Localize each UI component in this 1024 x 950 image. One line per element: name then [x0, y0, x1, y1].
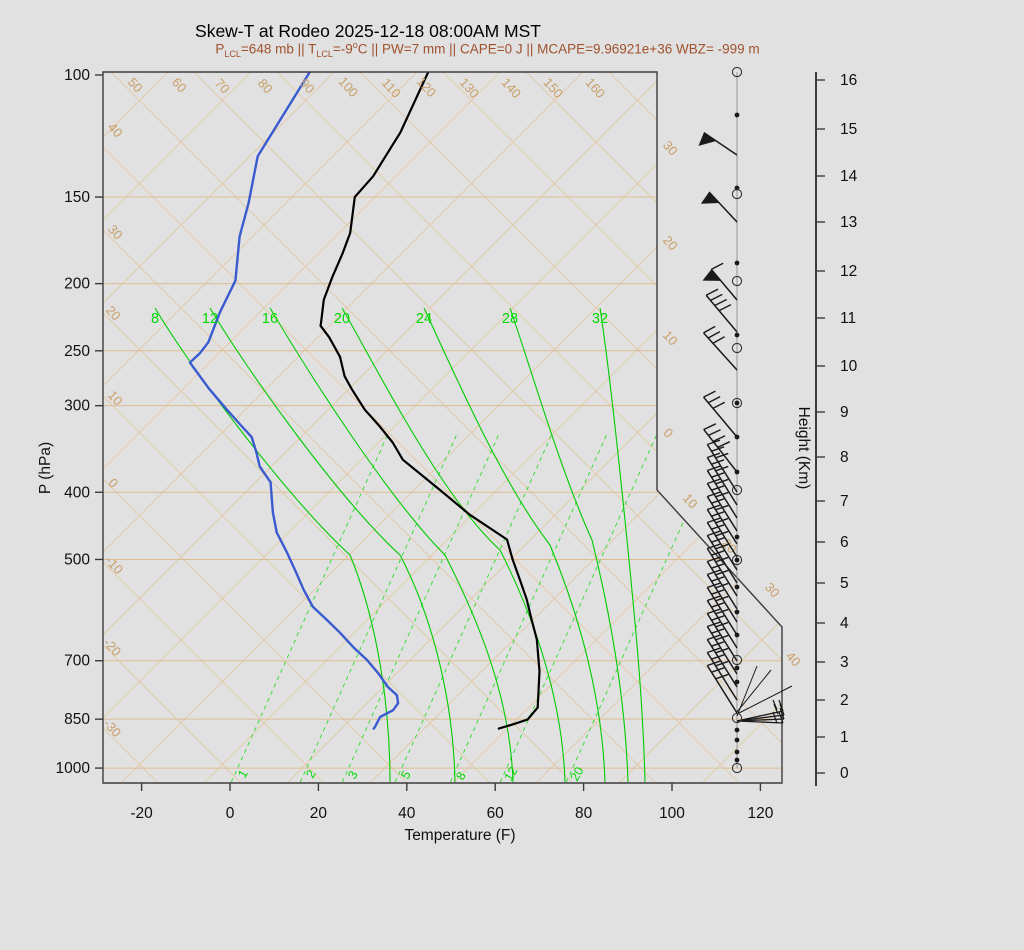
svg-text:20: 20: [310, 805, 328, 822]
svg-text:8: 8: [840, 449, 849, 466]
svg-text:30: 30: [105, 222, 126, 243]
subtitle-lcl-sub2: LCL: [316, 49, 333, 60]
svg-text:30: 30: [762, 580, 783, 601]
svg-text:12: 12: [501, 764, 520, 783]
svg-text:400: 400: [64, 484, 90, 501]
svg-text:24: 24: [416, 311, 432, 327]
svg-text:850: 850: [64, 711, 90, 728]
svg-text:-20: -20: [130, 805, 153, 822]
subtitle-mid1: =648 mb || T: [240, 41, 317, 57]
svg-text:80: 80: [255, 76, 276, 97]
svg-text:150: 150: [541, 75, 567, 101]
svg-text:80: 80: [575, 805, 593, 822]
svg-text:110: 110: [379, 75, 404, 100]
subtitle-degree: o: [352, 40, 358, 50]
svg-text:16: 16: [262, 311, 278, 327]
subtitle-rest: C || PW=7 mm || CAPE=0 J || MCAPE=9.9692…: [357, 41, 760, 57]
svg-text:1: 1: [840, 729, 849, 746]
y-axis-title: P (hPa): [37, 442, 54, 494]
svg-text:700: 700: [64, 653, 90, 670]
svg-text:250: 250: [64, 343, 90, 360]
svg-text:40: 40: [398, 805, 416, 822]
svg-text:12: 12: [840, 263, 857, 280]
svg-text:2: 2: [840, 692, 849, 709]
svg-text:100: 100: [659, 805, 685, 822]
svg-text:90: 90: [297, 76, 318, 97]
svg-text:20: 20: [567, 764, 586, 783]
dewpoint-curve: [188, 72, 400, 730]
svg-text:32: 32: [592, 311, 608, 327]
svg-text:8: 8: [151, 311, 159, 327]
mixing-ratio-labels: 1 2 3 5 8 12 20: [235, 764, 586, 783]
subtitle-mid2: =-9: [332, 41, 353, 57]
svg-text:20: 20: [334, 311, 350, 327]
svg-text:50: 50: [125, 75, 146, 96]
moist-adiabat-labels: 8 12 16 20 24 28 32: [151, 311, 608, 327]
subtitle-p: P: [215, 41, 225, 57]
svg-text:1: 1: [235, 767, 251, 780]
svg-text:3: 3: [345, 768, 361, 781]
chart-subtitle: PLCL=648 mb || TLCL=-9oC || PW=7 mm || C…: [0, 40, 975, 59]
svg-text:0: 0: [660, 425, 676, 440]
svg-text:16: 16: [840, 72, 857, 89]
svg-text:140: 140: [499, 75, 525, 101]
svg-text:4: 4: [840, 615, 849, 632]
svg-text:15: 15: [840, 121, 857, 138]
height-axis-title: Height (Km): [795, 407, 812, 490]
svg-text:-10: -10: [102, 553, 126, 577]
moist-adiabats: [154, 307, 646, 783]
svg-text:2: 2: [303, 767, 319, 780]
axes: -20 0 20 40 60 80 100 1201001502002503004005007…: [37, 67, 858, 844]
background-lattice: [103, 72, 782, 783]
wind-barb-column: [698, 66, 793, 774]
svg-text:150: 150: [64, 189, 90, 206]
svg-text:40: 40: [783, 649, 804, 670]
svg-text:500: 500: [64, 551, 90, 568]
svg-text:30: 30: [660, 138, 681, 159]
svg-text:14: 14: [840, 168, 858, 185]
svg-text:130: 130: [457, 75, 483, 101]
svg-text:-20: -20: [100, 635, 124, 659]
svg-text:10: 10: [840, 358, 858, 375]
svg-text:7: 7: [840, 493, 849, 510]
temperature-curve: [319, 72, 541, 730]
svg-text:11: 11: [840, 310, 856, 327]
plot-frame: [102, 71, 783, 784]
subtitle-lcl-sub1: LCL: [224, 49, 241, 60]
plot-area: [103, 72, 782, 783]
svg-text:5: 5: [840, 575, 849, 592]
svg-text:13: 13: [840, 214, 857, 231]
svg-text:3: 3: [840, 654, 849, 671]
svg-text:28: 28: [502, 311, 518, 327]
svg-text:20: 20: [660, 233, 681, 254]
svg-text:1000: 1000: [56, 760, 91, 777]
svg-text:120: 120: [747, 805, 773, 822]
svg-text:0: 0: [840, 765, 849, 782]
chart-title: Skew-T at Rodeo 2025-12-18 08:00AM MST: [195, 21, 541, 41]
svg-text:10: 10: [660, 328, 681, 349]
svg-text:60: 60: [169, 75, 190, 96]
svg-text:100: 100: [64, 67, 90, 84]
svg-text:5: 5: [398, 768, 414, 781]
svg-text:6: 6: [840, 534, 849, 551]
svg-text:10: 10: [680, 491, 701, 512]
background-line-labels: 50 60 70 80 90 100 110 120 130 140 150 160403020100…: [100, 74, 803, 740]
svg-text:300: 300: [64, 398, 90, 415]
svg-text:160: 160: [583, 75, 609, 101]
svg-text:9: 9: [840, 404, 849, 421]
svg-text:40: 40: [105, 120, 126, 141]
svg-text:0: 0: [226, 805, 235, 822]
svg-text:200: 200: [64, 276, 90, 293]
svg-text:12: 12: [202, 311, 218, 327]
x-axis-title: Temperature (F): [404, 827, 515, 844]
svg-text:20: 20: [103, 303, 124, 324]
svg-text:60: 60: [487, 805, 505, 822]
svg-text:100: 100: [336, 74, 362, 100]
svg-text:0: 0: [105, 475, 121, 490]
mixing-ratio-lines: [230, 431, 725, 783]
